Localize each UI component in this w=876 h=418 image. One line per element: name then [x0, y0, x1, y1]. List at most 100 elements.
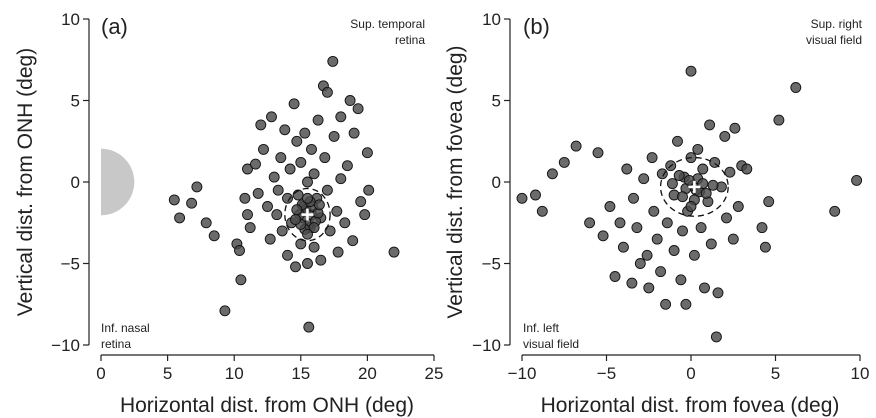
- panel-a-data-point: [302, 258, 313, 269]
- panel-a-data-point: [331, 205, 343, 217]
- panel-a-data-point: [264, 233, 276, 245]
- panel-b-data-point: [666, 178, 678, 190]
- panel-b-data-point: [530, 189, 541, 201]
- panel-a-x-axis-title: Horizontal dist. from ONH (deg): [120, 394, 414, 417]
- panel-a-data-point: [302, 192, 313, 204]
- panel-a-data-point: [355, 196, 367, 208]
- panel-b-data-point: [558, 156, 570, 168]
- panel-a-data-point: [344, 95, 356, 106]
- panel-a-y-tick-label: −5: [61, 255, 80, 274]
- panel-b-data-point: [643, 282, 655, 294]
- panel-a-data-point: [348, 127, 360, 139]
- panel-a-data-point: [290, 261, 301, 273]
- panel-b-data-point: [592, 147, 604, 159]
- panel-a-data-point: [282, 192, 293, 204]
- panel-a-data-point: [327, 55, 339, 67]
- panel-a-data-point: [186, 197, 198, 209]
- panel-a-x-tick-label: 5: [163, 364, 172, 383]
- panel-a-optic-disc: [101, 148, 135, 216]
- panel-b-y-tick-label: −10: [472, 336, 501, 355]
- panel-b-mean-marker: [688, 180, 701, 193]
- panel-a-x-tick-label: 10: [225, 364, 244, 383]
- panel-a-data-point: [291, 204, 303, 216]
- panel-a-annotation-top-right-line2: retina: [395, 33, 425, 47]
- panel-a-y-tick-label: 5: [71, 92, 80, 111]
- panel-b-data-point: [634, 258, 646, 269]
- panel-a-data-point: [303, 321, 315, 333]
- panel-a-data-point: [308, 241, 320, 253]
- panel-a-data-point: [302, 176, 313, 188]
- panel-a-data-point: [268, 171, 280, 183]
- panel-b-data-point: [646, 152, 658, 164]
- panel-b-data-point: [699, 282, 710, 294]
- panel-a-data-point: [335, 111, 347, 123]
- panel-b-spread-ellipse: [659, 156, 729, 217]
- panel-b-data-point: [677, 191, 688, 203]
- panel-a-data-point: [288, 98, 300, 110]
- panel-b-data-point: [546, 168, 558, 180]
- panel-b-data-point: [516, 192, 528, 204]
- panel-b-y-tick-label: 10: [482, 10, 501, 29]
- panel-b-data-point: [697, 163, 709, 175]
- panel-a-data-point: [252, 187, 264, 199]
- panel-b-x-tick-label: 5: [771, 364, 780, 383]
- panel-a-data-point: [363, 184, 375, 196]
- panel-a-data-point: [388, 246, 400, 258]
- panel-b-data-point: [721, 212, 732, 224]
- panel-a-data-point: [244, 222, 256, 234]
- panel-b-x-tick-label: 10: [851, 364, 870, 383]
- panel-b-data-point: [790, 82, 802, 93]
- panel-b-data-point: [829, 205, 841, 217]
- panel-b-data-point: [763, 196, 775, 208]
- panel-b-data-point: [705, 238, 717, 250]
- panel-a-data-point: [208, 230, 220, 242]
- panel-b-data-point: [614, 217, 626, 229]
- panel-b-data-point: [677, 225, 688, 237]
- panel-a-x-tick-label: 20: [358, 364, 377, 383]
- panel-a-x-tick-label: 0: [96, 364, 105, 383]
- panel-b-x-tick-label: −5: [597, 364, 616, 383]
- panel-a-marks: 0 5 10 15 20 25 −10 −5 0 5 10: [51, 10, 443, 383]
- panel-a-data-point: [295, 156, 307, 168]
- panel-a-data-point: [308, 168, 320, 180]
- panel-a-data-point: [200, 217, 212, 229]
- panel-b-data-point: [609, 271, 621, 282]
- panel-a-data-point: [321, 86, 333, 98]
- panel-b-data-point: [673, 170, 685, 181]
- panel-a-label: (a): [101, 14, 128, 39]
- panel-a-data-point: [299, 127, 311, 139]
- panel-a-spread-ellipse: [284, 187, 331, 242]
- panel-b-x-axis-title: Horizontal dist. from fovea (deg): [541, 394, 840, 417]
- panel-b-data-point: [680, 298, 692, 310]
- panel-b-data-point: [695, 222, 707, 234]
- panel-a-y-tick-label: −10: [51, 336, 80, 355]
- panel-b-data-point: [638, 173, 650, 185]
- panel-a-data-point: [239, 192, 251, 204]
- panel-b: (b) Sup. right visual field Inf. left vi…: [444, 10, 869, 417]
- panel-a-data-point: [258, 143, 269, 155]
- panel-a-data-point: [234, 245, 245, 256]
- panel-b-data-point: [756, 222, 768, 234]
- panel-b-data-point: [626, 277, 638, 289]
- panel-b-data-point: [655, 266, 667, 278]
- panel-a-y-tick-label: 10: [61, 10, 80, 29]
- panel-a-data-point: [235, 274, 247, 286]
- panel-b-data-point: [759, 241, 771, 253]
- panel-a-y-tick-label: 0: [71, 173, 80, 192]
- panel-a-mean-marker: [301, 208, 314, 221]
- panel-b-data-point: [631, 222, 643, 234]
- panel-a-data-point: [255, 119, 267, 131]
- panel-a-data-point: [339, 217, 351, 229]
- panel-a-data-point: [347, 235, 359, 247]
- panel-b-data-point: [597, 230, 609, 242]
- panel-b-data-point: [672, 135, 683, 147]
- panel-a-data-point: [262, 201, 273, 212]
- panel-b-data-point: [651, 233, 663, 245]
- panel-a-data-point: [306, 143, 317, 155]
- panel-b-data-point: [741, 163, 753, 175]
- panel-a-data-point: [335, 173, 347, 185]
- panel-a-data-point: [291, 135, 303, 147]
- panel-a-y-axis-title: Vertical dist. from ONH (deg): [14, 48, 37, 316]
- panel-a-data-point: [290, 214, 301, 225]
- panel-a-data-point: [168, 194, 180, 206]
